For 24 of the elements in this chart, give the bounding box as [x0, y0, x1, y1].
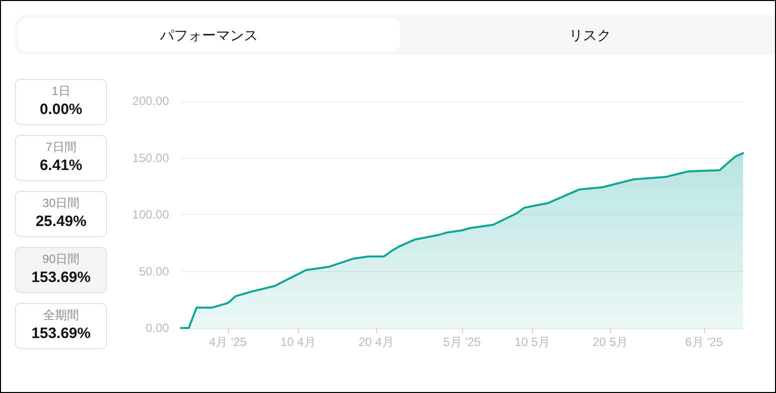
text: 全期間 [42, 307, 80, 324]
y-tick-label: 100.00 [132, 208, 170, 222]
text: 25.49% [34, 213, 88, 230]
text: リスク [568, 26, 612, 45]
text: 90日間 [41, 251, 81, 268]
text: 1日 [50, 83, 72, 100]
text: 153.69% [30, 269, 92, 286]
x-tick-label: 20 5月 [592, 335, 628, 349]
y-tick-label: 0.00 [146, 321, 170, 335]
x-tick-label: 10 5月 [514, 335, 550, 349]
x-tick-label: 10 4月 [280, 335, 316, 349]
y-tick-label: 50.00 [138, 264, 170, 278]
text: 30日間 [41, 195, 81, 212]
text: 6.41% [38, 157, 84, 174]
x-tick-label: 4月 '25 [209, 335, 247, 349]
x-tick-label: 6月 '25 [685, 335, 724, 349]
text: パフォーマンス [18, 18, 400, 52]
y-tick-label: 150.00 [132, 150, 170, 165]
text: 0.00% [38, 101, 84, 118]
y-tick-label: 200.00 [132, 94, 170, 108]
x-tick-label: 20 4月 [358, 335, 394, 349]
text: 7日間 [44, 139, 78, 156]
x-tick-label: 5月 '25 [443, 335, 482, 349]
text: 153.69% [30, 325, 92, 342]
